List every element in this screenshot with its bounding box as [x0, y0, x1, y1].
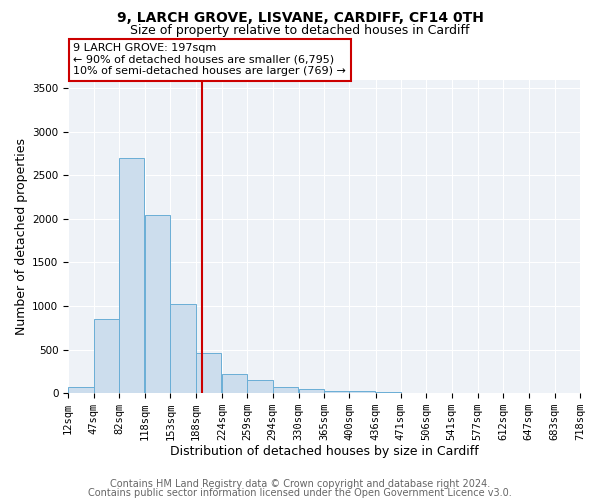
- Bar: [145, 214, 170, 393]
- X-axis label: Distribution of detached houses by size in Cardiff: Distribution of detached houses by size …: [170, 444, 478, 458]
- Bar: [349, 392, 375, 393]
- Bar: [324, 391, 349, 393]
- Bar: [376, 392, 401, 393]
- Bar: [196, 353, 221, 393]
- Bar: [272, 387, 298, 393]
- Text: 9 LARCH GROVE: 197sqm
← 90% of detached houses are smaller (6,795)
10% of semi-d: 9 LARCH GROVE: 197sqm ← 90% of detached …: [73, 43, 346, 76]
- Y-axis label: Number of detached properties: Number of detached properties: [15, 138, 28, 335]
- Bar: [94, 319, 119, 393]
- Bar: [299, 389, 324, 393]
- Bar: [68, 388, 94, 393]
- Text: Size of property relative to detached houses in Cardiff: Size of property relative to detached ho…: [130, 24, 470, 37]
- Bar: [170, 304, 196, 393]
- Bar: [222, 374, 247, 393]
- Text: Contains public sector information licensed under the Open Government Licence v3: Contains public sector information licen…: [88, 488, 512, 498]
- Text: 9, LARCH GROVE, LISVANE, CARDIFF, CF14 0TH: 9, LARCH GROVE, LISVANE, CARDIFF, CF14 0…: [116, 11, 484, 25]
- Text: Contains HM Land Registry data © Crown copyright and database right 2024.: Contains HM Land Registry data © Crown c…: [110, 479, 490, 489]
- Bar: [247, 380, 272, 393]
- Bar: [119, 158, 144, 393]
